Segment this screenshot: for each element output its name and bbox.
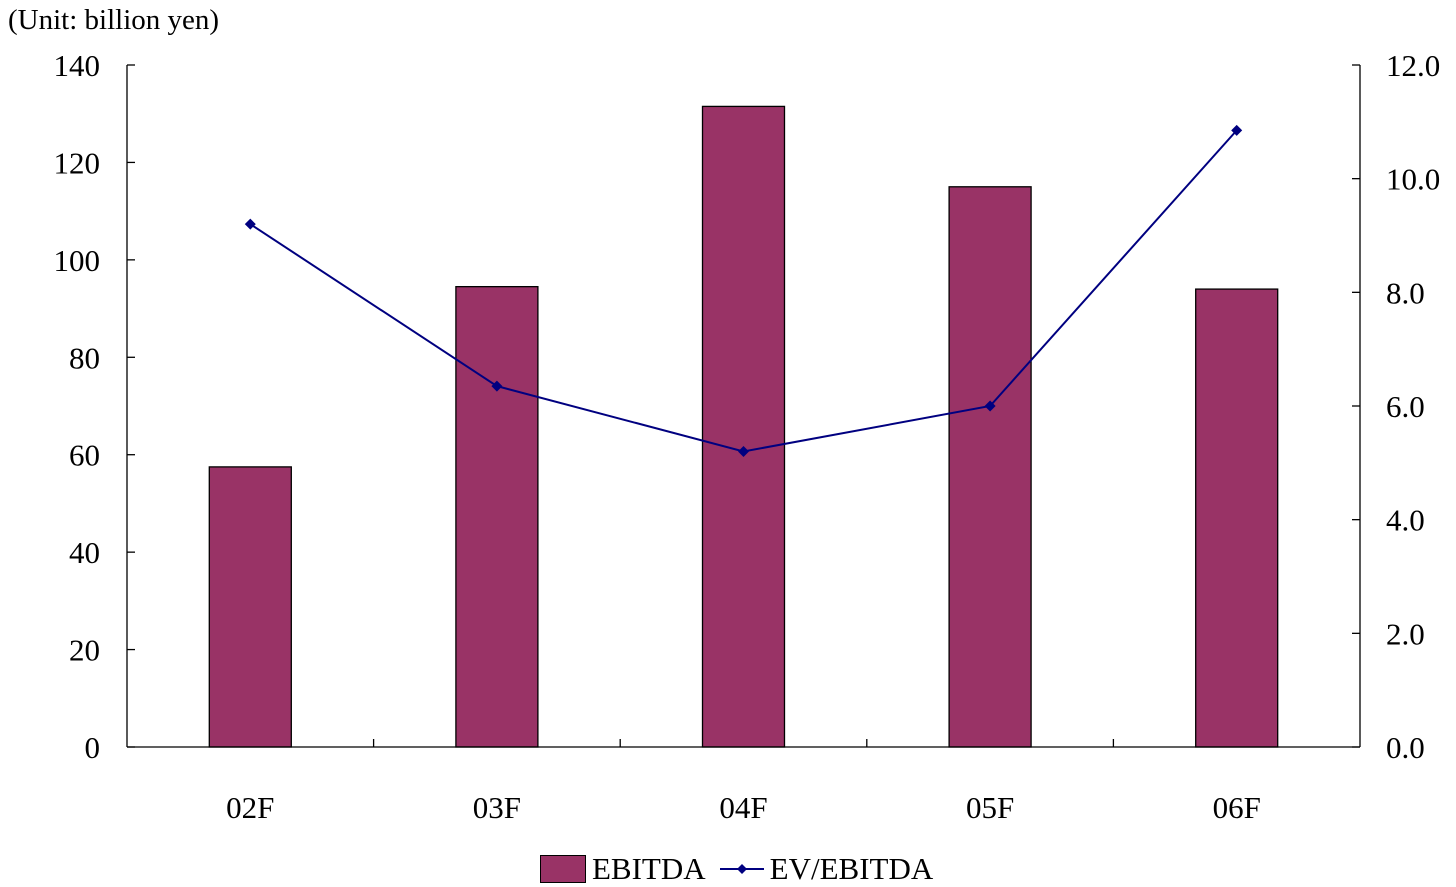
right-tick-label: 4.0 — [1386, 503, 1425, 538]
left-tick-label: 140 — [54, 48, 101, 83]
right-tick-label: 6.0 — [1386, 389, 1425, 424]
line-point-04f — [738, 445, 749, 457]
left-tick-label: 0 — [85, 730, 101, 765]
line-point-02f — [244, 218, 256, 230]
bar-05f — [948, 186, 1032, 748]
legend-bar-swatch — [540, 855, 586, 883]
legend-label-line: EV/EBITDA — [769, 851, 934, 886]
right-tick-label: 0.0 — [1386, 730, 1425, 765]
x-tick-label: 06F — [1213, 790, 1261, 825]
bar-03f — [455, 285, 539, 748]
right-tick-label: 8.0 — [1386, 275, 1425, 310]
bar-02f — [208, 466, 292, 748]
x-tick-label: 05F — [966, 790, 1014, 825]
left-tick-label: 60 — [69, 438, 100, 473]
x-tick-label: 02F — [226, 790, 274, 825]
axes — [126, 64, 1361, 748]
left-tick-label: 100 — [54, 243, 101, 278]
legend-item-bar: EBITDA — [540, 851, 706, 887]
legend-label-bar: EBITDA — [592, 851, 706, 886]
left-tick-label: 40 — [69, 535, 100, 570]
tick-labels: 0 20 40 60 80 100 120 140 0.0 2.0 4.0 6.0 8.0 10.0 12.… — [54, 48, 1441, 825]
legend-line-swatch — [719, 864, 764, 874]
x-tick-label: 04F — [719, 790, 767, 825]
combo-chart: 0 20 40 60 80 100 120 140 0.0 2.0 4.0 6.0 8.0 10.0 12.… — [54, 48, 1441, 825]
left-tick-label: 80 — [69, 340, 100, 375]
left-tick-label: 20 — [69, 633, 100, 668]
right-tick-label: 2.0 — [1386, 616, 1425, 651]
right-tick-label: 12.0 — [1386, 48, 1440, 83]
bar-04f — [701, 105, 786, 748]
right-tick-label: 10.0 — [1386, 162, 1440, 197]
legend: EBITDA EV/EBITDA — [540, 851, 947, 887]
legend-item-line: EV/EBITDA — [719, 851, 934, 887]
line-point-06f — [1231, 124, 1243, 136]
bar-series — [208, 105, 1279, 748]
line-point-05f — [984, 400, 996, 412]
bar-06f — [1195, 288, 1279, 748]
line-point-03f — [491, 380, 503, 392]
left-tick-label: 120 — [54, 145, 101, 180]
unit-label: (Unit: billion yen) — [8, 4, 220, 36]
x-tick-label: 03F — [473, 790, 521, 825]
line-series — [244, 124, 1243, 457]
